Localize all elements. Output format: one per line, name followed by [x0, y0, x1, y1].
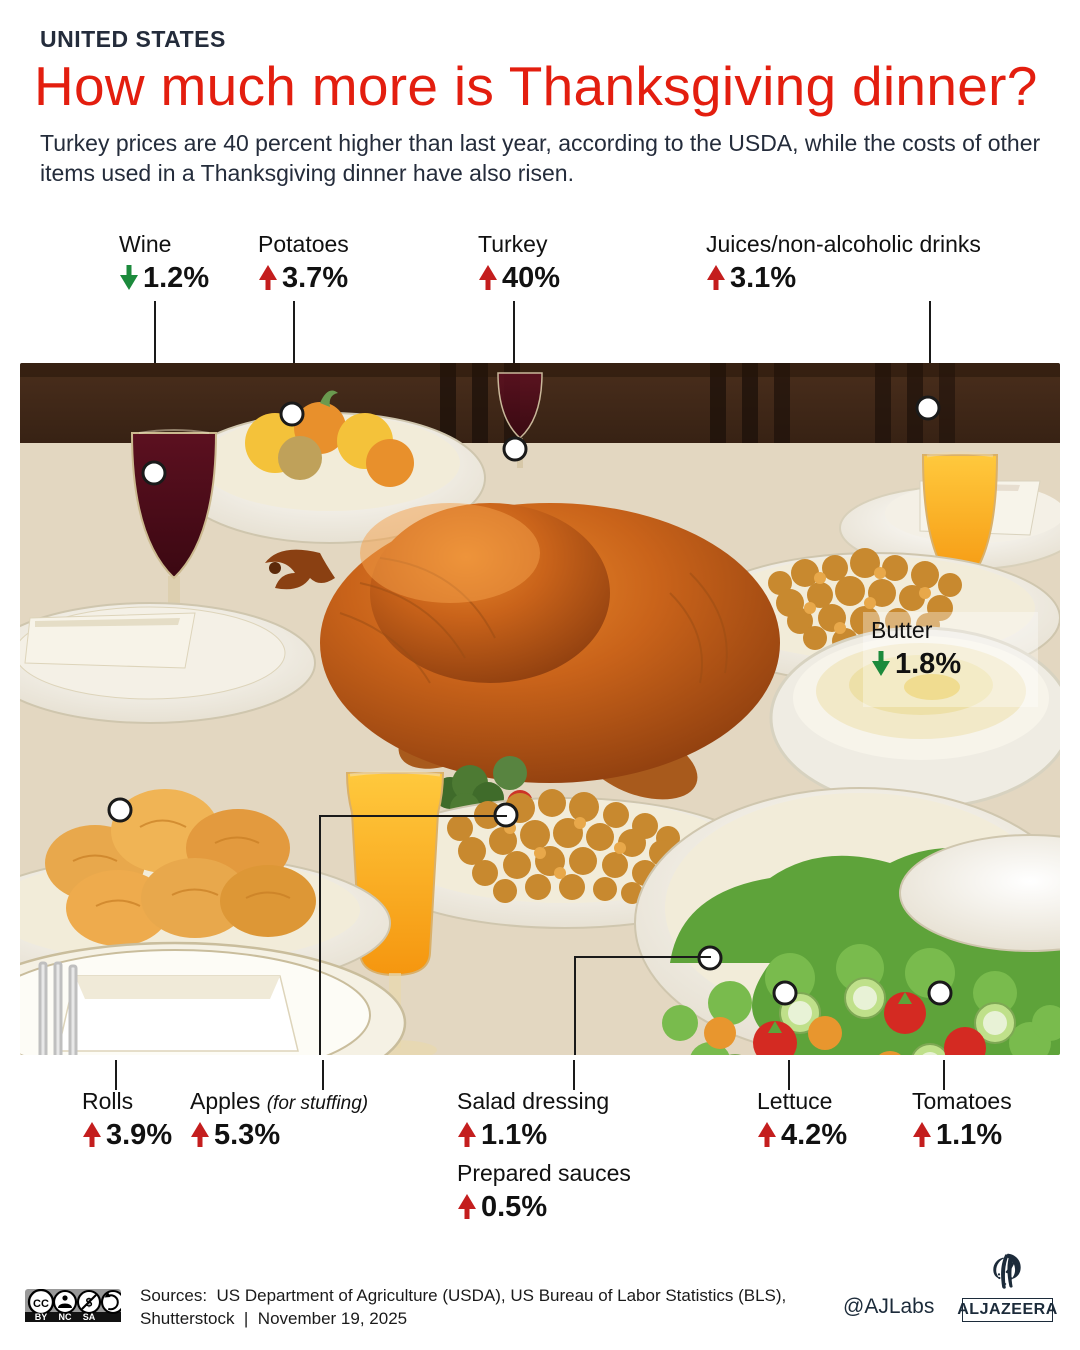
svg-text:NC: NC [59, 1312, 72, 1322]
svg-text:SA: SA [83, 1312, 96, 1322]
svg-text:CC: CC [33, 1298, 49, 1310]
svg-text:BY: BY [35, 1312, 48, 1322]
